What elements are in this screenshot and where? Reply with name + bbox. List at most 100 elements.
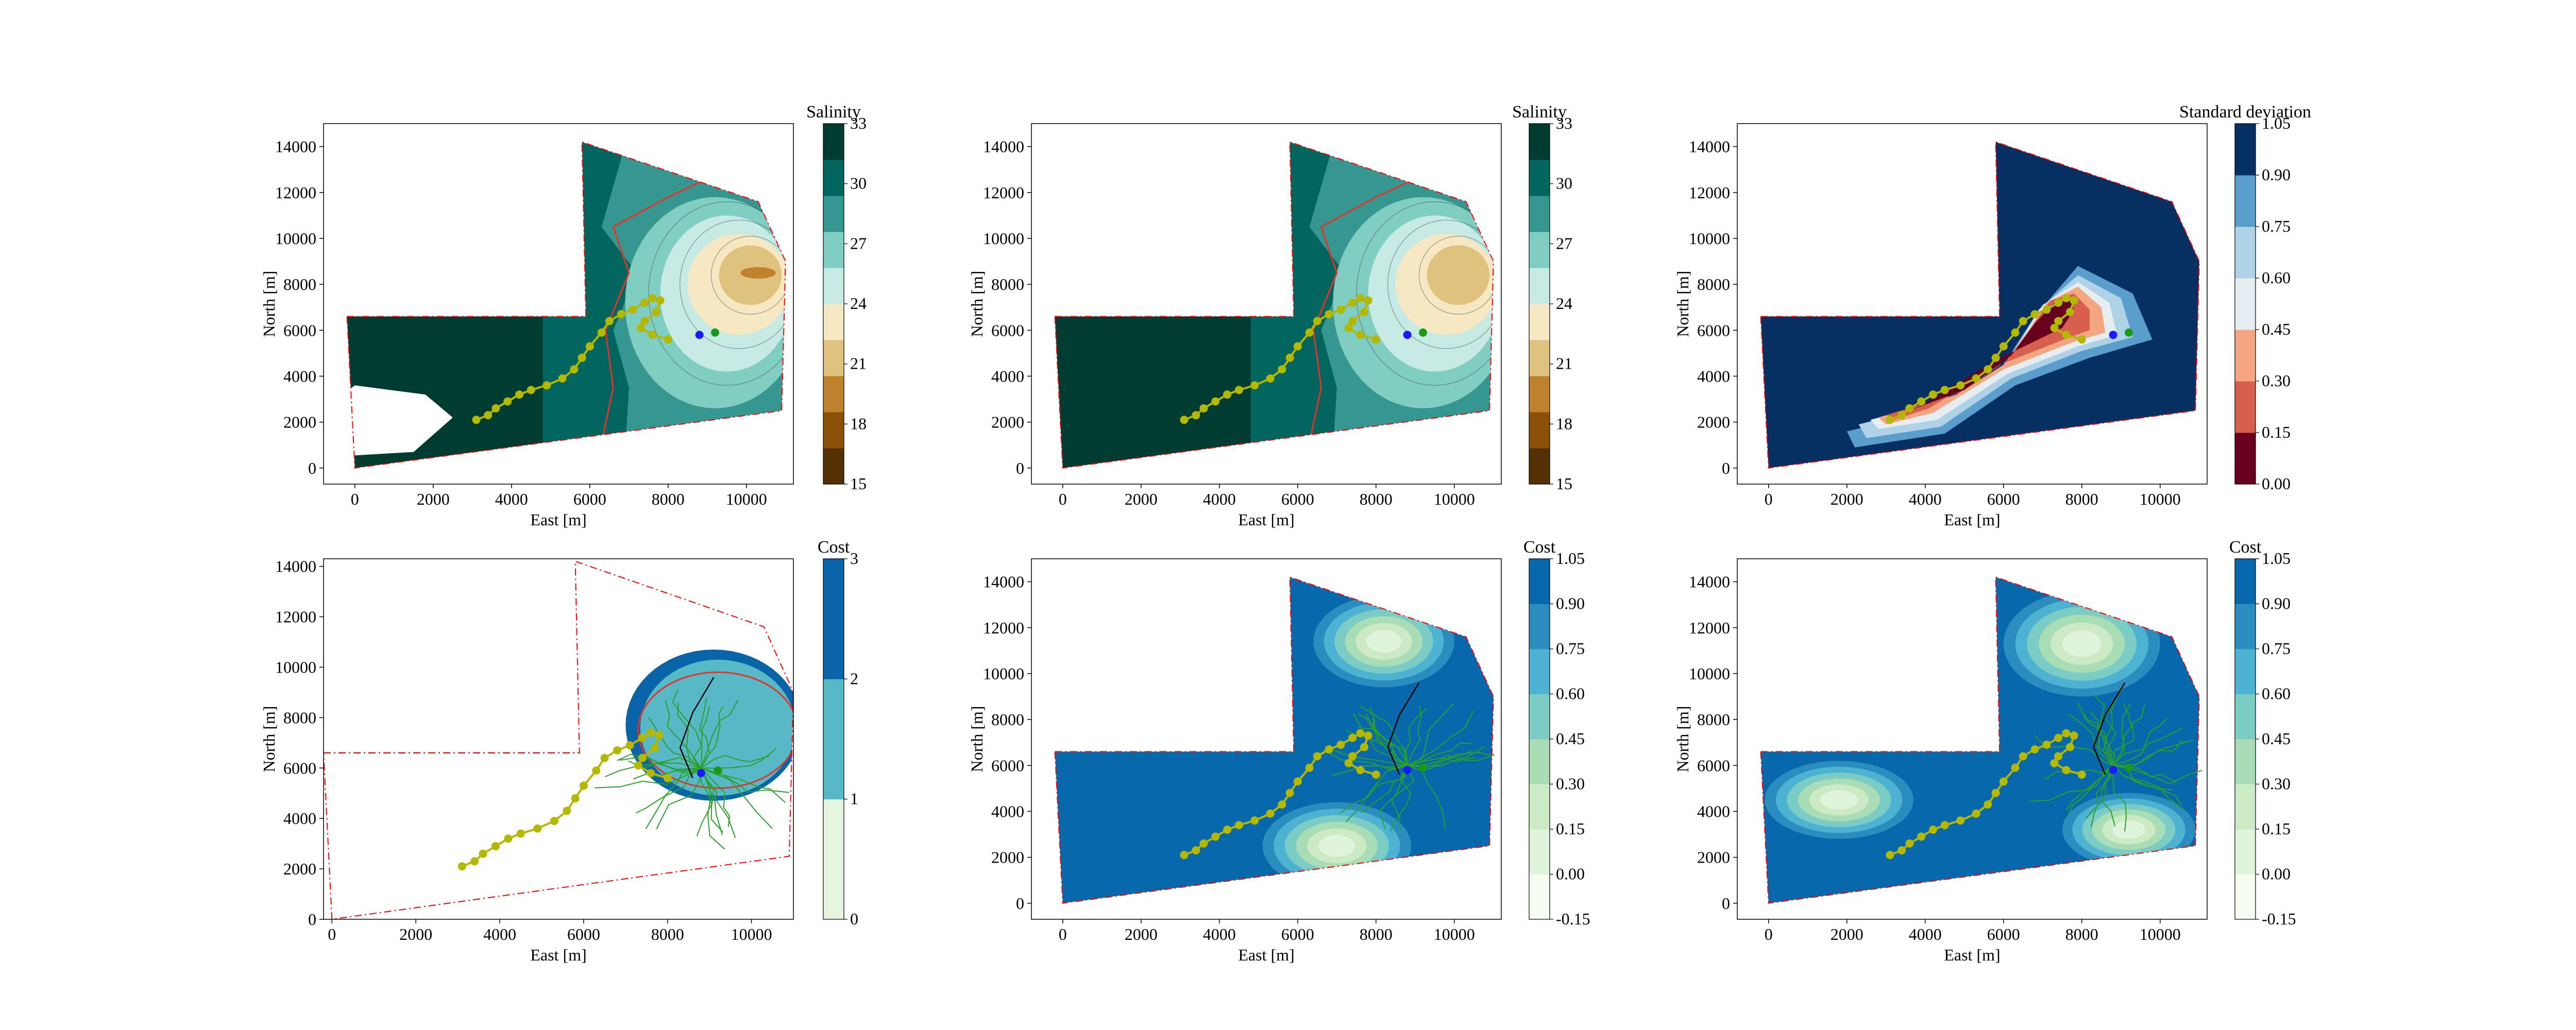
- y-tick-label: 12000: [275, 608, 316, 626]
- colorbar-tick-label: 0.45: [2262, 320, 2291, 338]
- contour-line: [1387, 219, 1494, 349]
- y-axis-label: North [m]: [260, 706, 278, 772]
- colorbar-swatch: [823, 376, 844, 413]
- path-waypoint: [1929, 390, 1937, 399]
- current-location-marker: [2109, 331, 2117, 339]
- y-tick-label: 0: [308, 910, 316, 929]
- y-tick-label: 14000: [983, 138, 1024, 156]
- y-axis-label: North [m]: [1673, 706, 1692, 772]
- colorbar-label: Salinity: [1512, 102, 1567, 122]
- y-tick-label: 6000: [991, 321, 1024, 339]
- colorbar-swatch: [2235, 433, 2256, 485]
- next-waypoint-marker: [1419, 328, 1427, 337]
- contour-band: [1820, 790, 1858, 810]
- operational-boundary: [1054, 141, 1494, 469]
- x-tick-label: 8000: [652, 490, 685, 508]
- path-waypoint: [1313, 317, 1321, 325]
- path-waypoint: [600, 753, 609, 762]
- y-tick-label: 10000: [983, 664, 1024, 683]
- colorbar-tick-label: 0.00: [1556, 865, 1585, 883]
- rrt-tree: [2028, 682, 2202, 832]
- colorbar-tick-label: 27: [850, 234, 867, 252]
- path-waypoint: [1348, 317, 1357, 325]
- contour-line: [679, 219, 786, 349]
- x-tick-label: 6000: [1281, 490, 1314, 508]
- path-waypoint: [1336, 305, 1345, 314]
- y-tick-label: 0: [1016, 459, 1024, 477]
- tree-branch: [1372, 718, 1408, 766]
- x-tick-label: 0: [351, 490, 359, 508]
- path-waypoint: [1360, 307, 1368, 316]
- path-waypoint: [2011, 763, 2020, 772]
- y-tick-label: 2000: [283, 413, 316, 432]
- path-waypoint: [613, 746, 621, 755]
- path-waypoint: [2066, 307, 2074, 316]
- x-axis-label: East [m]: [1238, 510, 1294, 529]
- path-waypoint: [2077, 335, 2086, 344]
- path-waypoint: [1344, 759, 1353, 767]
- path-waypoint: [2011, 328, 2020, 337]
- path-waypoint: [1905, 404, 1914, 413]
- colorbar-swatch: [2235, 381, 2256, 433]
- colorbar-tick-label: 0.90: [2262, 594, 2291, 613]
- colorbar-swatch: [823, 448, 844, 485]
- colorbar-swatch: [823, 232, 844, 268]
- y-tick-label: 10000: [1689, 229, 1730, 248]
- path-waypoint: [638, 733, 647, 742]
- path-waypoint: [1356, 729, 1365, 737]
- path-waypoint: [1285, 788, 1294, 797]
- path-waypoint: [1991, 353, 2000, 362]
- path-waypoint: [634, 761, 642, 770]
- colorbar-frame: [2234, 123, 2256, 485]
- tree-branch: [701, 748, 777, 769]
- path-waypoint: [579, 781, 588, 790]
- tree-branch: [2077, 702, 2114, 766]
- colorbar-tick-label: 0.15: [1556, 819, 1585, 838]
- tree-branch: [2112, 717, 2167, 766]
- salinity-front-line: [1300, 168, 1435, 468]
- path-waypoint: [1356, 766, 1365, 775]
- path-waypoint: [1999, 777, 2008, 786]
- colorbar-tick-label: 0.60: [2262, 268, 2291, 287]
- tree-branch: [1361, 765, 1408, 814]
- y-tick-label: 10000: [275, 658, 316, 676]
- x-tick-label: 0: [1059, 490, 1067, 508]
- path-waypoint: [1180, 851, 1189, 860]
- x-tick-label: 8000: [1360, 490, 1393, 508]
- colorbar-swatch: [2235, 694, 2256, 740]
- tree-branch: [665, 700, 702, 768]
- tree-branch: [1327, 747, 1408, 766]
- colorbar-tick-label: 24: [850, 294, 867, 313]
- path-waypoint: [2077, 770, 2086, 779]
- path-waypoint: [585, 342, 594, 351]
- y-tick-label: 12000: [983, 619, 1024, 637]
- colorbar-tick-label: 0: [850, 909, 858, 928]
- colorbar-tick-label: 30: [1556, 174, 1572, 193]
- path-waypoint: [558, 374, 567, 383]
- colorbar-swatch: [1529, 376, 1550, 413]
- colorbar-swatch: [2235, 330, 2256, 382]
- path-waypoint: [655, 731, 664, 740]
- path-waypoint: [617, 310, 625, 319]
- contour-band: [347, 261, 543, 468]
- colorbar-swatch: [1529, 412, 1550, 449]
- operational-boundary: [324, 560, 793, 919]
- path-waypoint: [656, 296, 665, 305]
- y-tick-label: 8000: [1697, 275, 1730, 294]
- next-waypoint-marker: [2125, 328, 2133, 337]
- y-tick-label: 4000: [991, 802, 1024, 820]
- contour-band: [1055, 261, 1251, 468]
- tree-branch: [696, 768, 713, 837]
- colorbar-swatch: [1529, 604, 1550, 649]
- tree-branch: [619, 756, 702, 769]
- tree-branch: [633, 767, 702, 780]
- y-tick-label: 10000: [275, 229, 316, 248]
- colorbar-tick-label: 0.60: [1556, 684, 1585, 703]
- colorbar-swatch: [823, 124, 844, 160]
- path-waypoint: [484, 411, 493, 420]
- path-waypoint: [1278, 365, 1286, 374]
- colorbar-tick-label: 0.75: [2262, 639, 2291, 658]
- operational-boundary: [1760, 141, 2200, 469]
